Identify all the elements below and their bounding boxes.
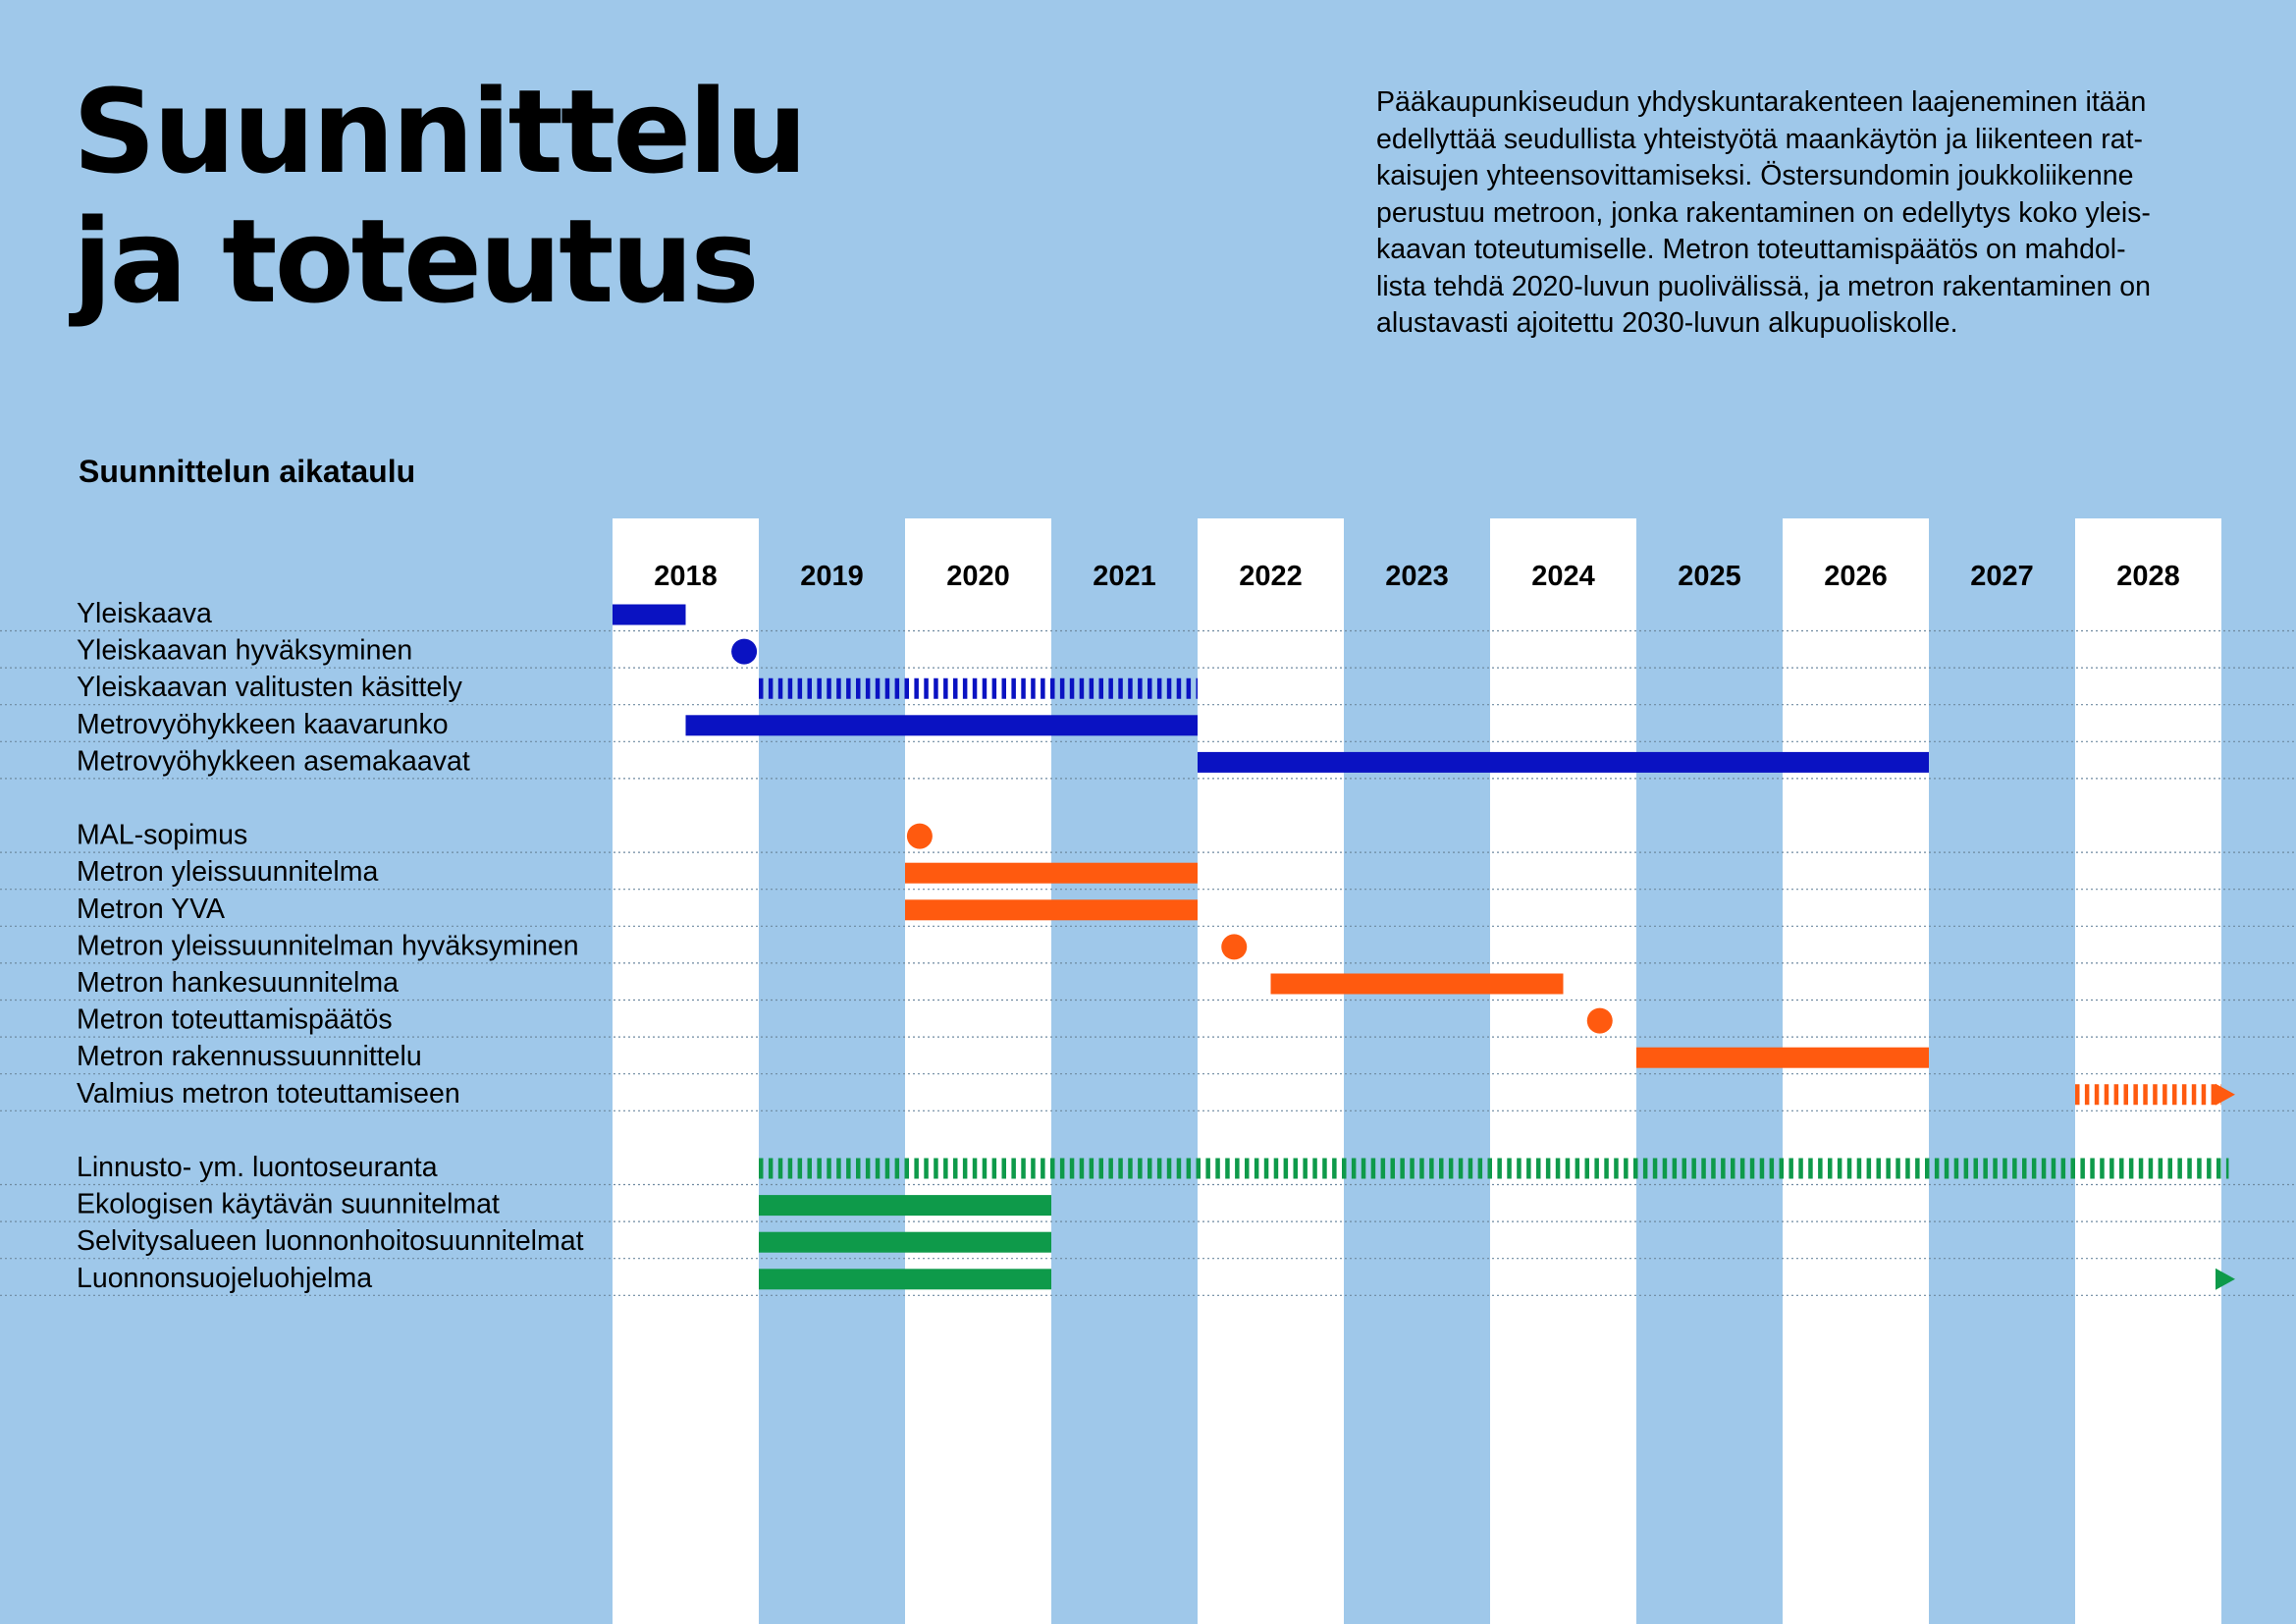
row-label: Luonnonsuojeluohjelma: [77, 1263, 372, 1294]
bar-orange: [905, 862, 1198, 884]
intro-line: perustuu metroon, jonka rakentaminen on …: [1376, 196, 2151, 229]
continue-arrow-green: [2216, 1268, 2235, 1290]
row-label: Metron yleissuunnitelman hyväksyminen: [77, 930, 579, 961]
milestone-dot-orange: [1221, 934, 1248, 960]
intro-line: alustavasti ajoitettu 2030-luvun alkupuo…: [1376, 307, 1958, 339]
row-label: Ekologisen käytävän suunnitelmat: [77, 1189, 500, 1220]
row-label: Yleiskaavan valitusten käsittely: [77, 672, 463, 703]
year-tick-label-2020: 2020: [946, 561, 1010, 592]
bar-blue: [613, 604, 686, 625]
row-label: Metron yleissuunnitelma: [77, 856, 378, 888]
year-tick-label-2026: 2026: [1824, 561, 1888, 592]
intro-text: Pääkaupunkiseudun yhdyskuntarakenteen la…: [1376, 84, 2260, 343]
intro-line: lista tehdä 2020-luvun puolivälissä, ja …: [1376, 270, 2151, 302]
row-label: Metrovyöhykkeen asemakaavat: [77, 745, 470, 777]
continue-arrow-orange: [2216, 1083, 2235, 1106]
chart-title: Suunnittelun aikataulu: [79, 454, 416, 489]
year-column-2028: [2075, 518, 2221, 1624]
year-tick-label-2023: 2023: [1385, 561, 1449, 592]
year-tick-label-2028: 2028: [2116, 561, 2180, 592]
row-label: Metron toteuttamispäätös: [77, 1004, 393, 1036]
year-tick-label-2024: 2024: [1531, 561, 1595, 592]
page-title: Suunnittelu ja toteutus: [73, 64, 808, 329]
milestone-dot-orange: [906, 823, 933, 849]
year-column-2018: [613, 518, 759, 1624]
intro-line: kaavan toteutumiselle. Metron toteuttami…: [1376, 234, 2126, 265]
year-columns: [613, 518, 2221, 1624]
schedule-marks: [613, 604, 2235, 1290]
intro-line: kaisujen yhteensovittamiseksi. Östersund…: [1376, 160, 2134, 191]
intro-line: edellyttää seudullista yhteistyötä maank…: [1376, 123, 2144, 155]
bar-blue: [685, 715, 1198, 736]
bar-green: [759, 1269, 1051, 1290]
year-tick-labels: 2018 2019 2020 2021 2022 2023 2024 2025 2026 2027…: [654, 561, 2180, 592]
row-label: MAL-sopimus: [77, 820, 247, 851]
year-tick-label-2027: 2027: [1970, 561, 2034, 592]
bar-orange: [1636, 1047, 1929, 1068]
year-tick-label-2022: 2022: [1239, 561, 1303, 592]
bar-green: [759, 1195, 1051, 1217]
title-line-1: Suunnittelu: [73, 64, 808, 199]
year-tick-label-2019: 2019: [800, 561, 864, 592]
intro-line: Pääkaupunkiseudun yhdyskuntarakenteen la…: [1376, 86, 2147, 118]
year-column-2022: [1198, 518, 1344, 1624]
year-tick-label-2025: 2025: [1678, 561, 1741, 592]
row-label: Metrovyöhykkeen kaavarunko: [77, 709, 449, 740]
bar-green: [759, 1231, 1051, 1253]
row-label: Metron YVA: [77, 893, 225, 925]
bar-orange: [905, 899, 1198, 921]
row-label: Yleiskaavan hyväksyminen: [77, 635, 412, 667]
row-label: Valmius metron toteuttamiseen: [77, 1078, 460, 1110]
row-label: Selvitysalueen luonnonhoitosuunnitelmat: [77, 1225, 584, 1257]
bar-blue: [1198, 751, 1929, 773]
year-tick-label-2021: 2021: [1093, 561, 1156, 592]
row-label: Linnusto- ym. luontoseuranta: [77, 1152, 438, 1183]
bar-orange: [1270, 973, 1564, 995]
year-column-2020: [905, 518, 1051, 1624]
row-label: Yleiskaava: [77, 598, 212, 629]
row-label: Metron hankesuunnitelma: [77, 967, 399, 999]
year-tick-label-2018: 2018: [654, 561, 718, 592]
year-column-2024: [1490, 518, 1636, 1624]
milestone-dot-orange: [1586, 1007, 1613, 1034]
row-label: Metron rakennussuunnittelu: [77, 1041, 422, 1072]
title-line-2: ja toteutus: [73, 193, 760, 329]
milestone-dot-blue: [731, 638, 758, 665]
year-column-2026: [1783, 518, 1929, 1624]
row-labels: Yleiskaava Yleiskaavan hyväksyminen Yleisk…: [77, 598, 584, 1294]
